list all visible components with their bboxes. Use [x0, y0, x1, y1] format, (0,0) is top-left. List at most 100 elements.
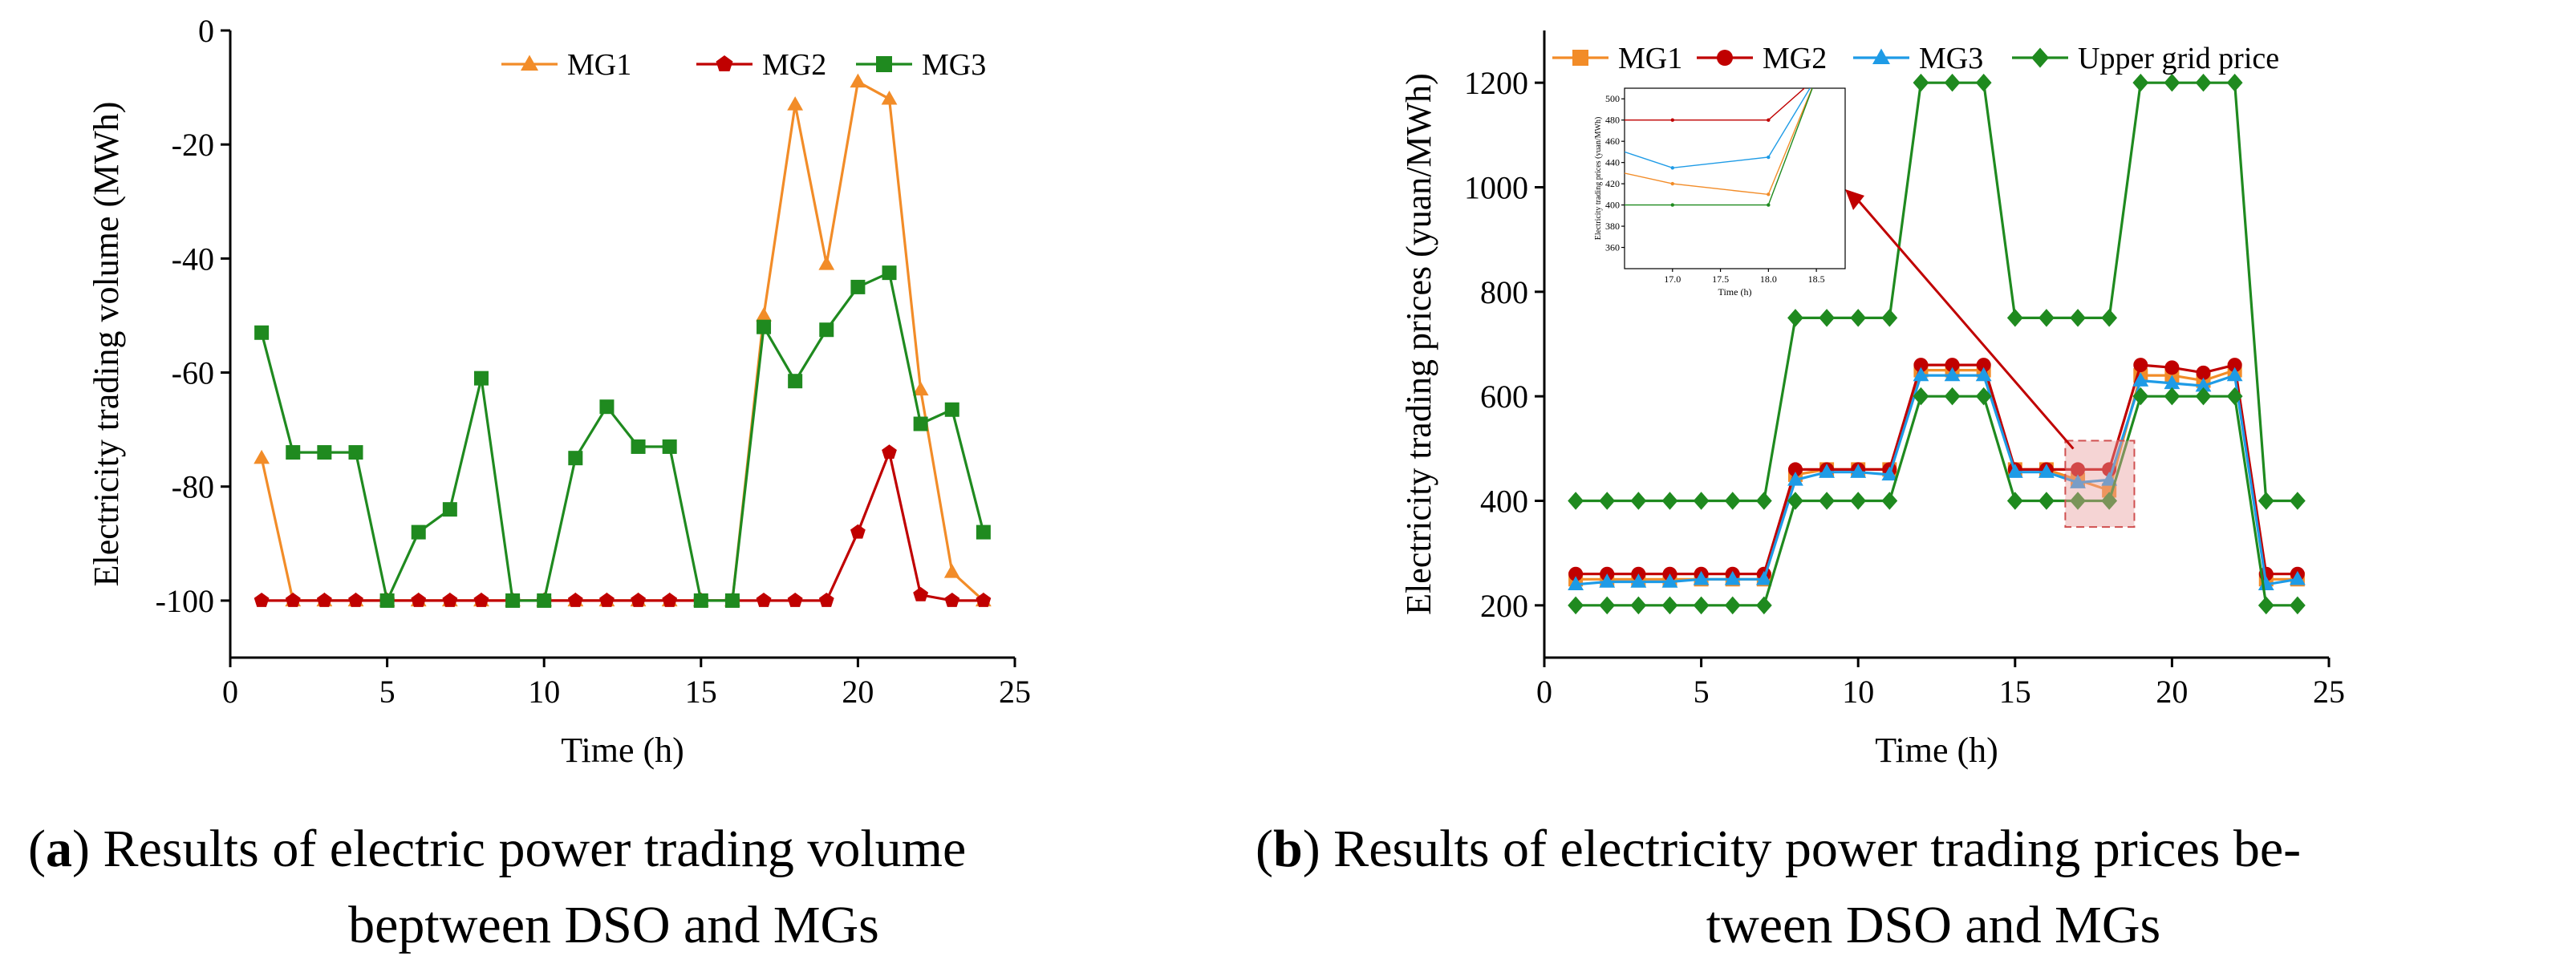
data-point: [1630, 573, 1647, 588]
x-tick-label: 25: [999, 674, 1031, 710]
y-tick-label: -20: [172, 127, 214, 163]
data-point: [1913, 387, 1929, 406]
series-line: [262, 447, 984, 602]
legend-item: MG2: [1697, 42, 1827, 75]
panel-b-chart: 0 5 10 15 20 25 200 400 600 800 1000 1200 Time (h) El…: [1399, 30, 2345, 770]
legend-label: MG1: [1618, 42, 1682, 75]
legend-marker: [2031, 47, 2049, 68]
data-point: [818, 256, 835, 270]
data-point: [1850, 309, 1867, 327]
series-mg2: [254, 444, 992, 607]
data-point: [631, 593, 646, 607]
data-point: [2006, 492, 2023, 510]
inset-frame: [1624, 87, 1846, 269]
data-point: [2164, 73, 2180, 92]
y-axis-title: Electricity trading volume (MWh): [87, 102, 126, 587]
data-point: [944, 402, 959, 417]
legend-marker: [1717, 50, 1733, 66]
data-point: [2070, 309, 2086, 327]
y-axis-title: Electricity trading prices (yuan/MWh): [1399, 73, 1438, 615]
series-mg3: [1568, 366, 2306, 590]
data-point: [2164, 387, 2180, 406]
inset-y-tick-label: 460: [1605, 136, 1620, 147]
data-point: [1599, 573, 1616, 588]
inset-series-line: [1625, 88, 1813, 196]
data-point: [756, 307, 772, 322]
caption-b-text1: ) Results of electricity power trading p…: [1303, 820, 2301, 878]
inset-data-point: [1767, 118, 1771, 122]
x-tick-label: 5: [379, 674, 396, 710]
inset-data-point: [1670, 118, 1674, 122]
legend-item: Upper grid price: [2012, 42, 2279, 75]
legend: MG1 MG2 MG3: [501, 48, 986, 82]
inset-chart: 17.0 17.5 18.0 18.5 360 380 400 420 440 460 480 500…: [1594, 87, 1846, 298]
data-point: [1819, 492, 1835, 510]
series-line: [1576, 368, 2298, 581]
data-point: [943, 564, 960, 578]
legend-marker: [521, 55, 538, 71]
y-tick-label: 1200: [1464, 65, 1528, 101]
data-point: [913, 416, 928, 431]
data-point: [1945, 358, 1960, 373]
data-point: [2070, 492, 2086, 510]
data-point: [2289, 570, 2306, 585]
data-point: [1850, 464, 1867, 478]
data-point: [2133, 358, 2148, 373]
x-tick-label: 10: [1842, 674, 1874, 710]
x-axis-title: Time (h): [561, 731, 684, 770]
x-tick-label: 0: [222, 674, 238, 710]
series-line: [260, 270, 985, 605]
data-point: [254, 449, 270, 464]
data-point: [2195, 377, 2212, 392]
data-point: [976, 524, 991, 540]
data-point: [473, 593, 489, 607]
data-point: [2038, 309, 2055, 327]
data-point: [348, 445, 363, 460]
inset-data-point: [1670, 166, 1674, 170]
x-axis-title: Time (h): [1875, 731, 1998, 770]
inset-x-tick-label: 18.5: [1808, 273, 1825, 285]
inset-y-tick-label: 440: [1605, 157, 1620, 168]
x-tick-label: 0: [1536, 674, 1552, 710]
data-point: [1724, 596, 1741, 615]
inset-series-line: [1625, 88, 1811, 169]
inset-x-tick-label: 17.5: [1712, 273, 1729, 285]
caption-b-label: b: [1273, 820, 1303, 878]
data-point: [2289, 596, 2306, 615]
data-point: [1630, 492, 1647, 510]
data-point: [2070, 474, 2086, 488]
data-point: [1881, 492, 1898, 510]
data-point: [1787, 309, 1803, 327]
series-line: [1575, 373, 2298, 586]
series-mg2: [1568, 358, 2305, 581]
data-point: [1693, 596, 1710, 615]
data-point: [1693, 570, 1710, 585]
legend-label: Upper grid price: [2078, 42, 2279, 75]
data-point: [1755, 570, 1772, 585]
data-point: [693, 593, 708, 608]
data-point: [473, 371, 489, 386]
x-tick-label: 20: [2156, 674, 2188, 710]
data-point: [1755, 492, 1772, 510]
inset-data-point: [1670, 203, 1674, 207]
data-point: [1913, 73, 1929, 92]
legend-item: MG1: [501, 48, 631, 82]
inset-data-point: [1767, 203, 1771, 207]
data-point: [818, 593, 834, 607]
legend-marker: [716, 55, 733, 71]
y-tick-label: 600: [1480, 379, 1528, 415]
x-tick-label: 5: [1694, 674, 1710, 710]
legend-item: MG3: [856, 48, 986, 82]
y-tick-label: 400: [1480, 484, 1528, 520]
data-point: [2227, 358, 2242, 373]
data-point: [1568, 492, 1584, 510]
caption-a-open-paren: (: [28, 820, 46, 878]
data-point: [882, 444, 897, 460]
inset-y-tick-label: 400: [1605, 200, 1620, 211]
data-point: [913, 586, 929, 601]
data-point: [1599, 492, 1616, 510]
data-point: [442, 502, 457, 517]
data-point: [882, 265, 897, 281]
data-point: [1661, 596, 1678, 615]
